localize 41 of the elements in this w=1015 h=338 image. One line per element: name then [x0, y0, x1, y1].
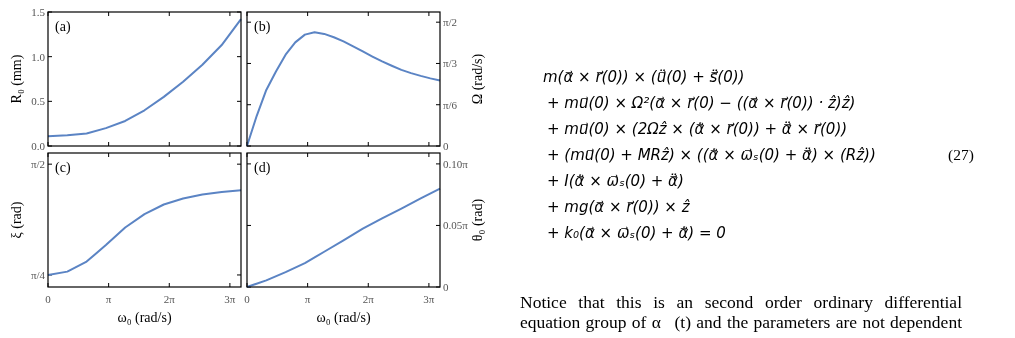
annotation: (b): [254, 19, 271, 35]
y-axis-title: Ω (rad/s): [470, 53, 486, 105]
y-tick-label: π/3: [443, 57, 458, 70]
y-tick-label: π/2: [443, 16, 458, 29]
x-tick-label: 3π: [224, 293, 236, 305]
y2-tick-label: 0.10π: [443, 157, 469, 170]
x-tick-label: π: [105, 293, 112, 305]
text: + mu⃗(0) × Ω²(α⃗ × r⃗(0) − ((α⃗ × r⃗(0)) · ẑ)ẑ): [547, 94, 856, 112]
x-tick-label: 0: [244, 293, 251, 305]
text: + mu⃗(0) × (2Ωẑ × (α⃗̇ × r⃗(0)) + α⃗̈ × r⃗(0)): [547, 120, 848, 138]
y-tick-label: 0.0: [31, 139, 46, 152]
text: (27): [948, 146, 974, 164]
line-series: [47, 189, 242, 277]
text: + (mu⃗(0) + MRẑ) × ((α⃗̇ × ω⃗ₛ(0) + α⃗̈) × (Rẑ)): [547, 146, 876, 164]
x-tick-label: 2π: [362, 293, 375, 305]
line-series: [246, 187, 441, 288]
y-tick-label: 1.0: [31, 50, 46, 63]
x-axis-title: ω₀ (rad/s): [316, 310, 371, 326]
text: + mg(α⃗ × r⃗(0)) × ẑ: [547, 198, 691, 216]
x-axis-title: ω₀ (rad/s): [117, 310, 172, 326]
x-tick-label: 3π: [423, 293, 435, 305]
y2-tick-label: 0.05π: [443, 219, 469, 232]
y2-axis-title: θ₀ (rad): [470, 198, 486, 242]
y-tick-label: π/4: [30, 268, 46, 281]
annotation: (a): [55, 19, 71, 35]
y-tick-label: 0: [443, 139, 449, 152]
text: m(α⃗ × r⃗(0)) × (u⃗̈(0) + s⃗̈(0)): [543, 68, 745, 86]
y-axis-title: R₀ (mm): [9, 54, 25, 104]
y-tick-label: π/6: [443, 98, 458, 111]
y-tick-label: 1.5: [31, 5, 46, 18]
annotation: (c): [55, 160, 71, 176]
y-tick-label: 0.5: [31, 95, 46, 108]
text: + I(α⃗̇ × ω⃗ₛ(0) + α⃗̈): [547, 172, 684, 190]
text: + k₀(α⃗ × ω⃗ₛ(0) + α⃗̇) = 0: [547, 224, 726, 242]
text: Notice that this is an second order ordinary differential equation group of α⃗(t) and the parameters are not dependent: [520, 292, 962, 332]
x-tick-label: 2π: [163, 293, 176, 305]
annotation: (d): [254, 160, 271, 176]
line-series: [47, 18, 242, 138]
y-tick-label: π/2: [30, 158, 45, 171]
x-tick-label: π: [304, 293, 311, 305]
y-axis-title: ξ (rad): [9, 201, 25, 239]
